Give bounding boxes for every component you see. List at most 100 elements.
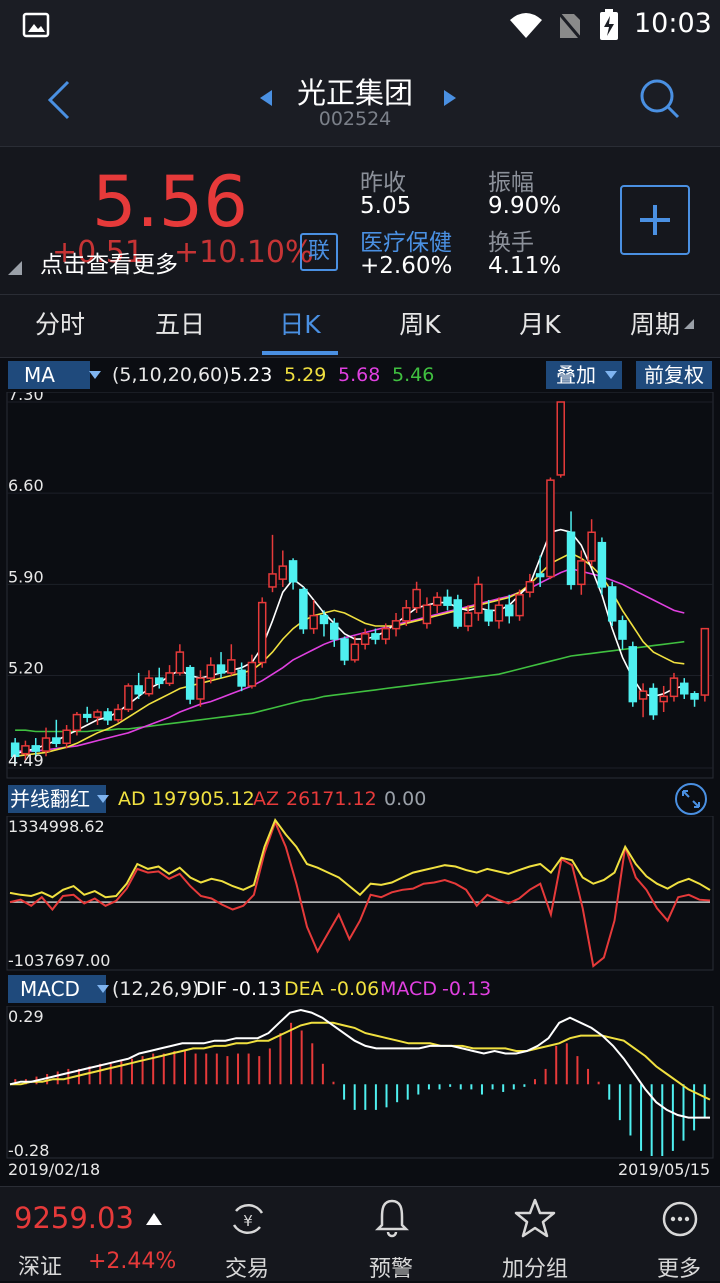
candle-down — [237, 669, 246, 687]
no-sim-icon — [556, 11, 582, 39]
fullscreen-icon[interactable] — [674, 782, 708, 816]
candle-up — [196, 677, 205, 700]
tap-more-link[interactable]: 点击查看更多 — [40, 252, 178, 278]
add-watchlist-button[interactable] — [620, 185, 690, 255]
sector-change: +2.60% — [360, 253, 453, 279]
candle-down — [680, 682, 689, 695]
candle-down — [371, 633, 380, 640]
dea-line — [10, 1021, 711, 1101]
index-ticker[interactable]: 9259.03 深证 +2.44% — [0, 1187, 200, 1281]
candle-up — [165, 672, 174, 685]
candle-down — [597, 541, 607, 588]
nav-more[interactable]: 更多 — [624, 1187, 720, 1282]
candle-up — [587, 531, 596, 562]
amplitude-label: 振幅 — [488, 170, 534, 196]
candle-down — [82, 713, 92, 718]
candle-up — [227, 659, 236, 674]
candle-down — [288, 560, 298, 583]
candle-up — [669, 677, 679, 698]
more-icon — [662, 1201, 698, 1237]
candlestick-chart[interactable]: 7.30 6.60 5.90 5.20 4.49 — [0, 392, 720, 780]
ad-min-label: -1037697.00 — [8, 951, 110, 970]
nav-alert[interactable]: 预警 — [336, 1187, 446, 1282]
candle-down — [299, 588, 308, 630]
battery-charging-icon — [600, 9, 618, 40]
candle-up — [412, 588, 421, 609]
candle-up — [638, 690, 648, 700]
bell-icon — [374, 1199, 410, 1238]
active-tab-indicator — [262, 351, 338, 355]
candle-down — [443, 596, 452, 606]
candle-up — [556, 401, 565, 476]
period-dropdown-icon — [684, 319, 694, 329]
search-icon[interactable] — [636, 76, 682, 122]
macd-min-label: -0.28 — [8, 1141, 49, 1160]
dif-label: DIF — [196, 978, 228, 1000]
candle-up — [72, 713, 82, 731]
candle-down — [185, 666, 195, 700]
candle-up — [257, 601, 267, 664]
prev-stock-icon[interactable] — [258, 88, 274, 108]
sector-link[interactable]: 医疗保健 — [360, 230, 452, 256]
candle-up — [525, 580, 535, 593]
ad-max-label: 1334998.62 — [8, 817, 105, 836]
candle-up — [309, 614, 318, 630]
candle-up — [41, 737, 51, 752]
y-tick-label: 4.49 — [8, 751, 44, 770]
overlay-button[interactable]: 叠加 — [546, 361, 622, 389]
candle-up — [546, 479, 555, 578]
candle-down — [618, 620, 627, 640]
tab-period[interactable]: 周期 — [629, 310, 680, 339]
current-price: 5.56 — [92, 161, 248, 243]
candle-up — [700, 627, 710, 696]
index-value: 9259.03 — [14, 1201, 134, 1235]
svg-text:¥: ¥ — [243, 1212, 253, 1230]
ad-value: 197905.12 — [152, 788, 255, 810]
candle-up — [432, 596, 442, 606]
ad-line — [9, 817, 711, 899]
ad-indicator-selector[interactable]: 并线翻红 — [8, 785, 109, 813]
candle-down — [103, 711, 113, 721]
link-badge[interactable]: 联 — [300, 233, 338, 271]
dif-value: -0.13 — [232, 978, 282, 1000]
index-name: 深证 — [18, 1255, 63, 1280]
candle-down — [155, 677, 164, 685]
candle-up — [21, 745, 30, 755]
tab-weekly-k[interactable]: 周K — [399, 310, 441, 339]
candle-down — [535, 573, 545, 578]
candle-up — [93, 711, 102, 718]
ma-selector[interactable]: MA — [8, 361, 106, 389]
candle-down — [31, 745, 40, 752]
status-time: 10:03 — [634, 8, 712, 39]
top-bar: 光正集团 002524 — [0, 52, 720, 146]
up-arrow-icon — [146, 1213, 162, 1225]
wifi-icon — [510, 13, 542, 38]
candle-up — [422, 604, 432, 625]
index-change: +2.44% — [88, 1249, 177, 1274]
macd-max-label: 0.29 — [8, 1007, 44, 1026]
tab-intraday[interactable]: 分时 — [34, 310, 85, 339]
az-line — [9, 819, 711, 968]
y-tick-label: 7.30 — [8, 392, 44, 404]
chevron-down-icon — [97, 795, 109, 803]
chevron-down-icon — [97, 985, 109, 993]
tab-monthly-k[interactable]: 月K — [519, 310, 561, 339]
nav-trade[interactable]: ¥ 交易 — [192, 1187, 302, 1282]
candle-up — [381, 627, 390, 640]
candle-down — [319, 614, 329, 625]
tab-five-day[interactable]: 五日 — [154, 310, 205, 339]
candle-down — [690, 693, 699, 700]
nav-add-group[interactable]: 加分组 — [480, 1187, 590, 1282]
dea-value: -0.06 — [330, 978, 380, 1000]
adjust-button[interactable]: 前复权 — [636, 361, 712, 389]
prev-close-value: 5.05 — [360, 193, 412, 219]
macd-selector[interactable]: MACD — [8, 975, 109, 1003]
tab-daily-k[interactable]: 日K — [279, 310, 321, 339]
next-stock-icon[interactable] — [442, 88, 458, 108]
price-change: +0.51 — [52, 235, 144, 270]
back-icon[interactable] — [44, 78, 74, 122]
ad-label: AD — [118, 788, 146, 810]
ma-selector-label: MA — [8, 361, 90, 389]
period-tabs: 分时 五日 日K 周K 月K 周期 — [0, 294, 720, 358]
date-end: 2019/05/15 — [618, 1160, 711, 1179]
